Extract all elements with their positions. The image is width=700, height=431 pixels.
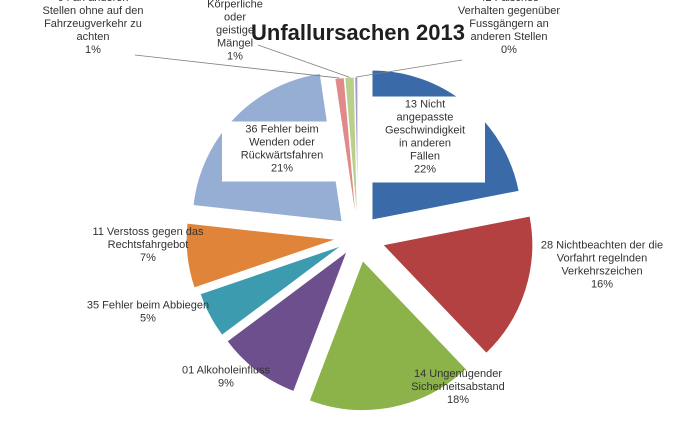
slice-label-line: 14 Ungenügender (414, 368, 502, 380)
slice-label-line: Fussgängern an (469, 18, 549, 30)
slice-label-line: 35 Fehler beim Abbiegen (87, 300, 209, 312)
slice-percent-label: 21% (271, 163, 293, 175)
leader-line (257, 44, 350, 78)
slice-label-line: 64 an anderen (58, 0, 129, 4)
slice-label-line: 36 Fehler beim (245, 124, 318, 136)
pie-slice (381, 215, 534, 355)
slice-percent-label: 0% (501, 44, 517, 56)
chart-title: Unfallursachen 2013 (251, 20, 465, 45)
slice-percent-label: 22% (414, 164, 436, 176)
slice-percent-label: 5% (140, 313, 156, 325)
slice-label-line: Mängel (217, 38, 253, 50)
slice-label-line: 13 Nicht (405, 99, 445, 111)
slice-percent-label: 7% (140, 252, 156, 264)
slice-label-line: 28 Nichtbeachten der die (541, 240, 663, 252)
slice-label-line: Wenden oder (249, 137, 315, 149)
slice-label-line: Fahrzeugverkehr zu (44, 18, 142, 30)
pie-slice (226, 249, 349, 393)
slice-label-line: 01 Alkoholeinfluss (182, 365, 271, 377)
pie-slice (199, 244, 343, 336)
slice-label-line: anderen Stellen (470, 31, 547, 43)
slice-label-line: Verkehrszeichen (561, 266, 642, 278)
slice-percent-label: 1% (85, 44, 101, 56)
slice-label-line: Rechtsfahrgebot (108, 239, 189, 251)
slice-label-line: 42 Falsches (479, 0, 539, 4)
pie-slice (185, 222, 337, 289)
slice-label-line: Fällen (410, 151, 440, 163)
slice-label-line: angepasste (397, 112, 454, 124)
slice-percent-label: 1% (227, 51, 243, 63)
slice-label-line: Körperliche (207, 0, 263, 11)
leader-line (134, 54, 340, 79)
leader-line (356, 59, 463, 78)
pie-slice (308, 259, 468, 411)
slice-label-line: Vorfahrt regelnden (557, 253, 648, 265)
slice-label-line: geistige (216, 25, 254, 37)
label-box (365, 96, 485, 183)
slice-label-line: oder (224, 12, 246, 24)
slice-percent-label: 9% (218, 378, 234, 390)
slice-percent-label: 16% (591, 279, 613, 291)
slice-label-line: Geschwindigkeit (385, 125, 465, 137)
slice-label-line: Rückwärtsfahren (241, 150, 324, 162)
slice-label-line: Verhalten gegenüber (458, 5, 560, 17)
label-box (222, 121, 342, 182)
slice-percent-label: 18% (447, 394, 469, 406)
slice-label-line: achten (76, 31, 109, 43)
slice-label-line: Sicherheitsabstand (411, 381, 505, 393)
slice-label-line: 11 Verstoss gegen das (92, 226, 204, 238)
slice-label: 04 SonstigeKörperlicheodergeistigeMängel… (207, 0, 263, 63)
slice-label-line: Stellen ohne auf den (43, 5, 144, 17)
slice-label: 42 FalschesVerhalten gegenüberFussgänger… (458, 0, 560, 56)
slice-label-line: in anderen (399, 138, 451, 150)
